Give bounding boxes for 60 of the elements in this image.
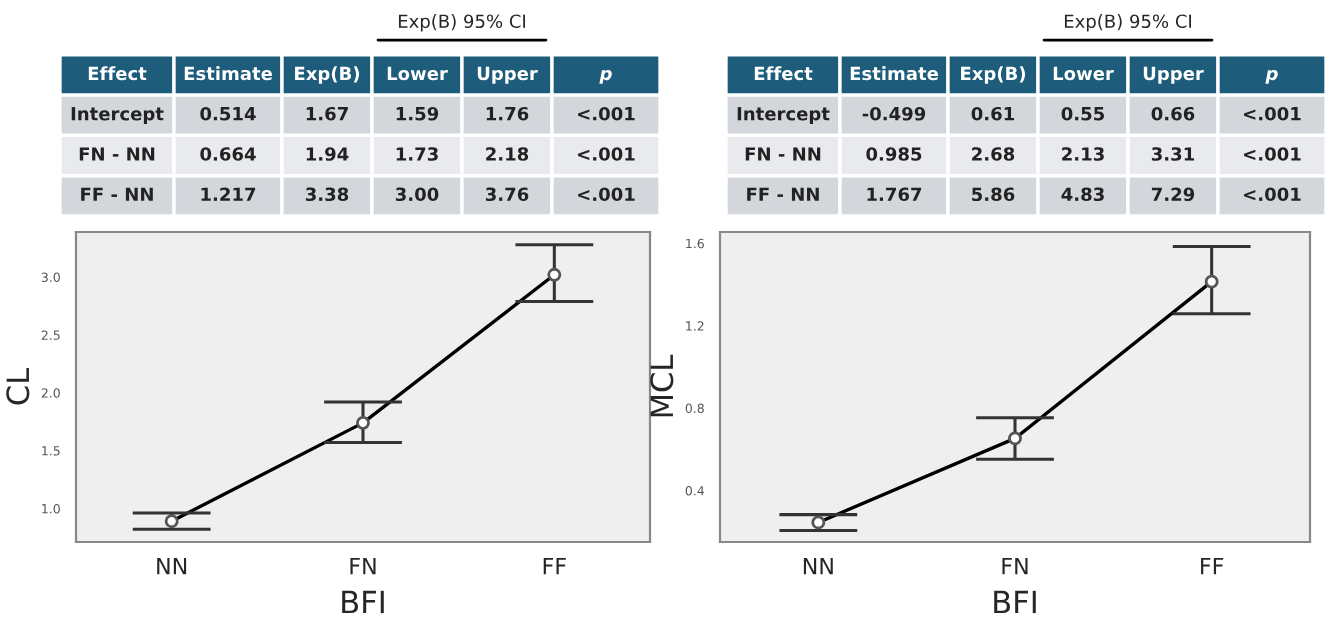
x-tick-label: NN — [157, 557, 187, 575]
text: 2.13 — [1062, 147, 1104, 161]
text: 3.76 — [485, 187, 529, 202]
y-axis-title: MCL — [650, 354, 674, 417]
text: 2.68 — [972, 147, 1015, 161]
text: Upper — [477, 66, 538, 84]
text: Upper — [1143, 66, 1204, 84]
text: p — [599, 69, 612, 84]
text: 0.66 — [1151, 106, 1195, 121]
text: -0.499 — [862, 106, 926, 121]
y-axis-title: CL — [6, 367, 30, 405]
x-axis-title: BFI — [994, 590, 1036, 614]
text: 1.67 — [306, 106, 348, 121]
text: FN - NN — [79, 147, 155, 161]
text: Estimate — [850, 66, 939, 81]
text: 1.217 — [201, 187, 256, 201]
x-tick-label: FF — [1201, 557, 1224, 575]
text: 1.76 — [486, 106, 529, 121]
text: 5.86 — [972, 187, 1015, 202]
x-tick-label: NN — [803, 557, 833, 575]
text: 0.664 — [200, 147, 256, 161]
text: 3.38 — [305, 187, 349, 202]
text: 1.767 — [867, 187, 922, 202]
text: 3.31 — [1151, 147, 1195, 161]
x-tick-label: FN — [1002, 557, 1028, 575]
text: <.001 — [1244, 147, 1301, 161]
text: <.001 — [578, 147, 635, 161]
text: <.001 — [1244, 106, 1301, 121]
x-axis-title: BFI — [342, 590, 384, 614]
text: Effect — [88, 66, 147, 81]
text: p — [1265, 69, 1278, 84]
text: Exp(B) — [295, 66, 360, 84]
text: 3.00 — [395, 187, 439, 202]
text: Intercept — [737, 107, 830, 125]
text: Lower — [1053, 66, 1114, 81]
text: 0.985 — [866, 147, 922, 161]
text: 0.55 — [1061, 106, 1105, 121]
text: Effect — [754, 66, 813, 81]
text: FN - NN — [745, 147, 821, 161]
text: Intercept — [71, 107, 164, 125]
text: FF - NN — [81, 187, 153, 201]
text: Lower — [387, 66, 448, 81]
x-tick-label: FN — [350, 557, 376, 575]
text: 0.61 — [971, 106, 1015, 121]
text: 1.59 — [396, 106, 439, 121]
text: 1.73 — [396, 147, 438, 161]
text: Estimate — [184, 66, 273, 81]
text: Exp(B) 95% CI — [398, 14, 526, 32]
x-tick-label: FF — [543, 557, 566, 575]
text: 0.514 — [200, 106, 256, 121]
text: <.001 — [578, 106, 635, 121]
text: Exp(B) 95% CI — [1064, 14, 1192, 32]
text: FF - NN — [747, 187, 819, 201]
text: 7.29 — [1151, 187, 1195, 202]
text: <.001 — [578, 187, 635, 202]
text: 4.83 — [1061, 187, 1104, 202]
text: 2.18 — [486, 147, 529, 161]
text: 1.94 — [306, 147, 349, 161]
text: Exp(B) — [961, 66, 1026, 84]
text: <.001 — [1244, 187, 1301, 202]
